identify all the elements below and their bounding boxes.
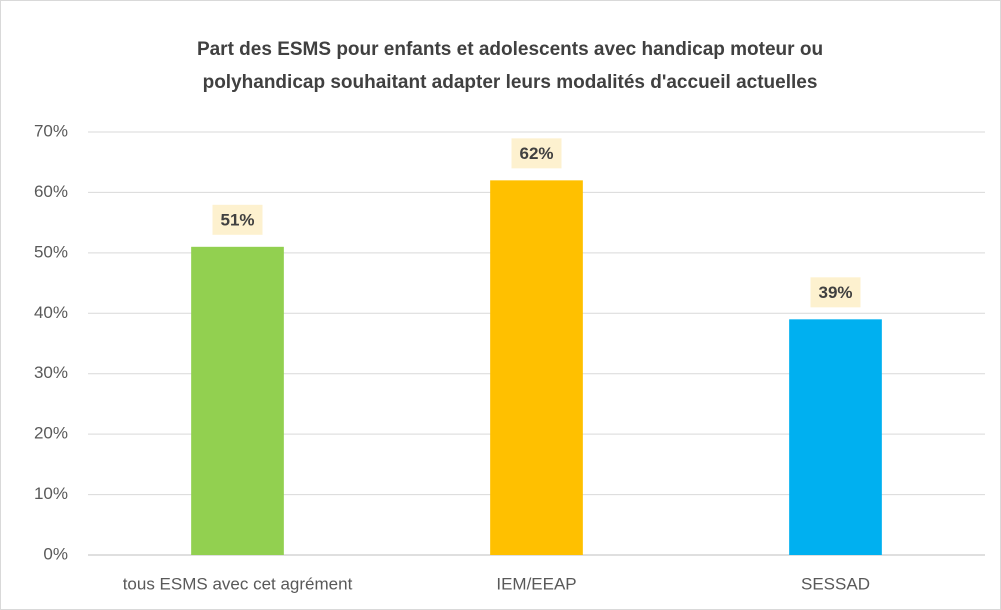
x-tick-label: tous ESMS avec cet agrément: [123, 574, 353, 593]
y-tick-label: 30%: [34, 363, 68, 382]
value-label-bg: [511, 138, 562, 169]
bar: [191, 246, 284, 556]
bar: [789, 319, 882, 555]
value-label: 62%: [519, 144, 553, 163]
x-tick-label: IEM/EEAP: [496, 574, 576, 593]
x-tick-label: SESSAD: [801, 574, 870, 593]
y-tick-label: 50%: [34, 242, 68, 261]
y-tick-label: 40%: [34, 303, 68, 322]
y-tick-label: 60%: [34, 182, 68, 201]
value-label: 39%: [818, 283, 852, 302]
value-label-bg: [212, 204, 263, 235]
y-tick-label: 70%: [34, 121, 68, 140]
chart-title: Part des ESMS pour enfants et adolescent…: [197, 39, 823, 60]
chart-title: polyhandicap souhaitant adapter leurs mo…: [203, 72, 818, 93]
bar: [490, 180, 583, 556]
y-tick-label: 20%: [34, 424, 68, 443]
value-label-bg: [810, 277, 861, 308]
y-tick-label: 0%: [43, 544, 68, 563]
y-tick-label: 10%: [34, 484, 68, 503]
value-label: 51%: [220, 210, 254, 229]
